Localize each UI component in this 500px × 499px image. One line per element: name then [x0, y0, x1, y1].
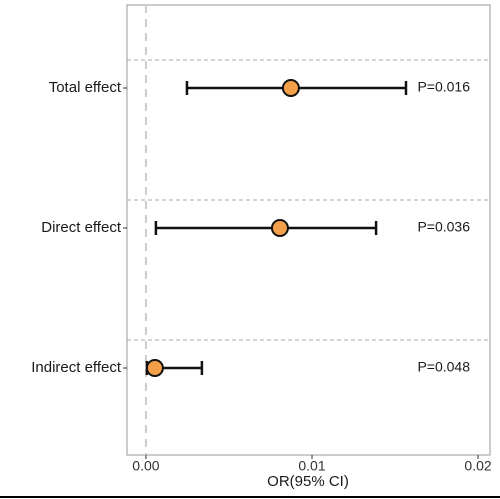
point — [145, 359, 164, 377]
x-tick-label: 0.01 — [298, 458, 325, 474]
plot-area — [126, 4, 491, 456]
y-tick-label: Indirect effect — [31, 359, 122, 376]
p-value-label: P=0.048 — [417, 359, 470, 375]
y-tick-label: Direct effect — [41, 219, 122, 236]
x-axis-title: OR(95% CI) — [267, 473, 349, 490]
point — [270, 219, 289, 237]
p-value-label: P=0.016 — [417, 79, 470, 95]
x-tick-label: 0.02 — [464, 458, 491, 474]
y-tick-label: Total effect — [49, 79, 122, 96]
x-tick-label: 0.00 — [132, 458, 159, 474]
p-value-label: P=0.036 — [417, 219, 470, 235]
point — [281, 79, 300, 97]
